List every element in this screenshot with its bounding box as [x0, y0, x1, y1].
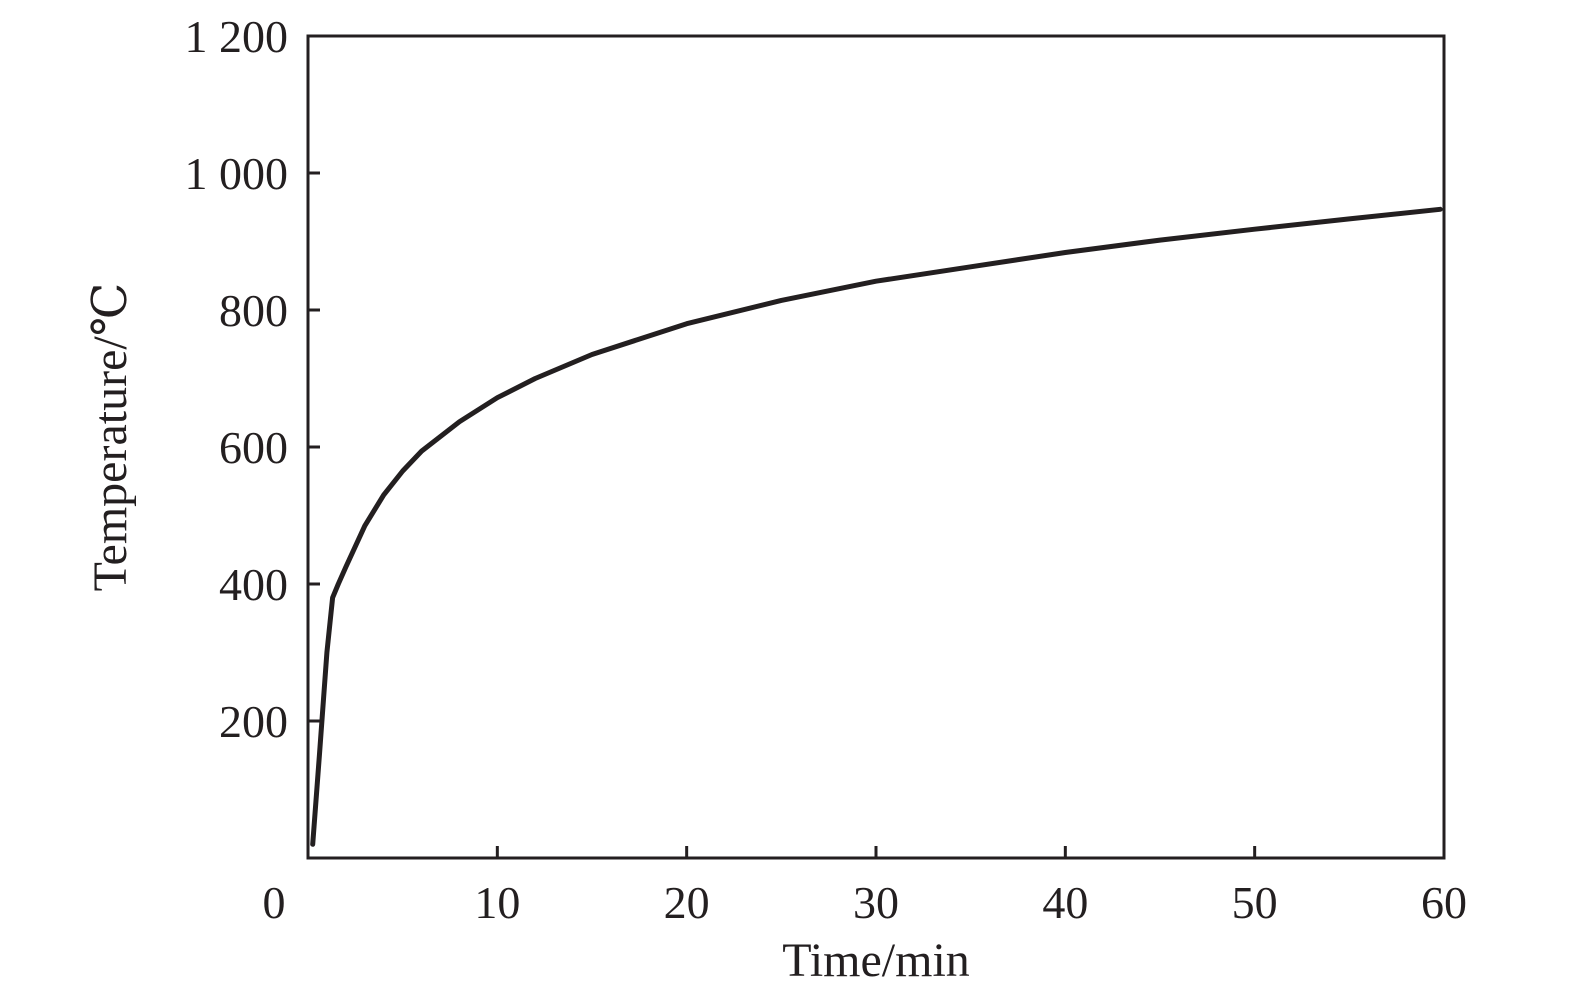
x-tick-label: 0	[263, 877, 286, 928]
temperature-curve	[310, 206, 1443, 847]
y-tick-label: 600	[219, 422, 288, 473]
x-tick-label: 20	[664, 877, 710, 928]
y-axis-title: Temperature/℃	[84, 283, 137, 592]
tick-labels-layer: 0 10 20 30 40 50 60 200 400 600 800 1 000 1 200	[185, 11, 1468, 928]
y-tick-label: 800	[219, 285, 288, 336]
plot-frame	[306, 34, 1446, 860]
y-tick-label: 200	[219, 696, 288, 747]
x-tick-label: 50	[1232, 877, 1278, 928]
x-tick-label: 60	[1421, 877, 1467, 928]
y-tick-label: 1 000	[185, 148, 289, 199]
x-tick-label: 10	[474, 877, 520, 928]
ticks-layer	[308, 171, 1257, 858]
x-tick-label: 40	[1042, 877, 1088, 928]
x-axis-title: Time/min	[782, 934, 970, 987]
x-tick-label: 30	[853, 877, 899, 928]
y-tick-label: 1 200	[185, 11, 289, 62]
y-tick-label: 400	[219, 559, 288, 610]
